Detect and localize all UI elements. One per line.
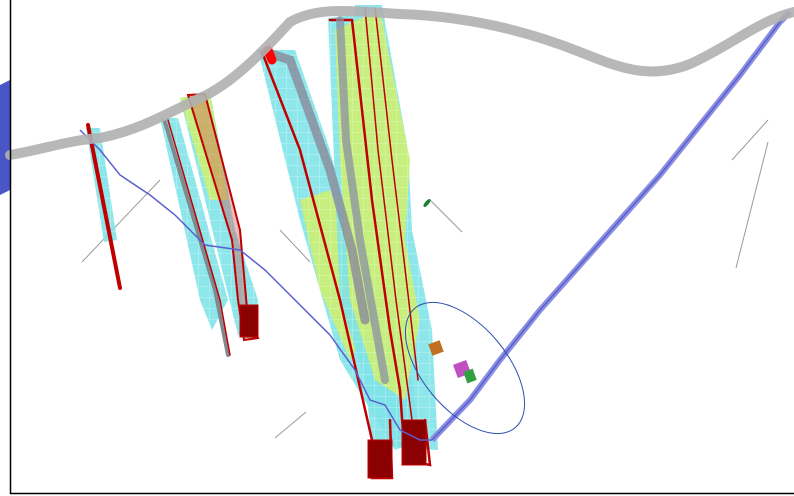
side-object bbox=[0, 80, 10, 195]
pit-outline bbox=[79, 9, 793, 443]
sample-markers bbox=[423, 198, 477, 384]
terrain-surface bbox=[5, 5, 794, 160]
search-ellipse bbox=[404, 301, 526, 435]
drillholes bbox=[86, 7, 432, 480]
